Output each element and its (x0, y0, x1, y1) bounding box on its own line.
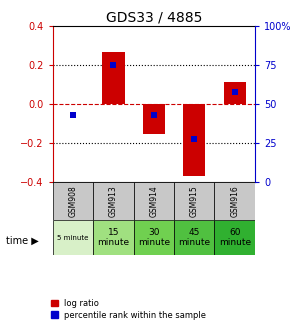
Text: 15
minute: 15 minute (97, 228, 130, 248)
Bar (174, 182, 214, 220)
Text: GSM915: GSM915 (190, 185, 199, 217)
Text: 45
minute: 45 minute (178, 228, 210, 248)
Bar (53, 220, 93, 255)
Bar (134, 182, 174, 220)
Text: 30
minute: 30 minute (138, 228, 170, 248)
Bar (134, 220, 174, 255)
Text: GSM916: GSM916 (230, 185, 239, 217)
Bar (214, 182, 255, 220)
Bar (93, 220, 134, 255)
Text: 60
minute: 60 minute (219, 228, 251, 248)
Bar (143, 104, 165, 134)
Title: GDS33 / 4885: GDS33 / 4885 (106, 11, 202, 25)
Bar (214, 220, 255, 255)
Text: GSM914: GSM914 (149, 185, 158, 217)
Text: time ▶: time ▶ (6, 235, 39, 245)
Legend: log ratio, percentile rank within the sample: log ratio, percentile rank within the sa… (51, 299, 206, 319)
Bar (102, 53, 125, 104)
Bar (224, 82, 246, 104)
Bar (93, 182, 134, 220)
Text: GSM913: GSM913 (109, 185, 118, 217)
Text: 5 minute: 5 minute (57, 235, 89, 241)
Bar (174, 220, 214, 255)
Bar (53, 182, 93, 220)
Text: GSM908: GSM908 (69, 185, 77, 217)
Bar (183, 104, 205, 176)
